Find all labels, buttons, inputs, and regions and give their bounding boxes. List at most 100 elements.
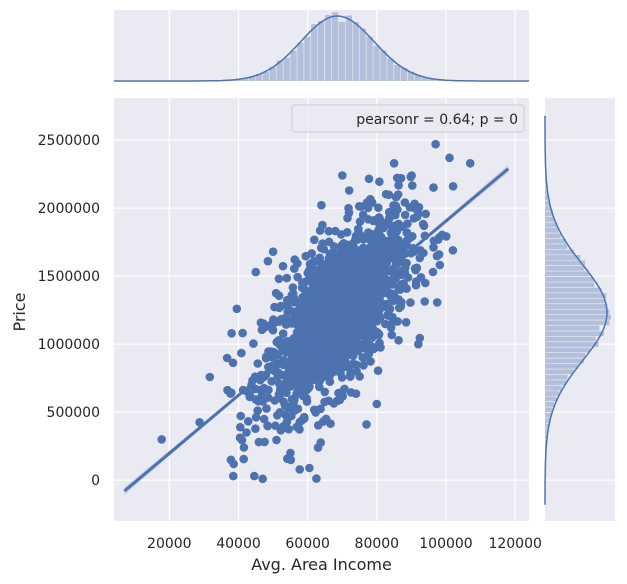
right-histogram-bar xyxy=(545,266,585,271)
scatter-point xyxy=(268,319,277,329)
scatter-points xyxy=(157,139,475,484)
scatter-point xyxy=(205,372,215,382)
right-histogram-bar xyxy=(545,402,555,407)
scatter-point xyxy=(329,242,339,251)
scatter-point xyxy=(313,309,322,318)
scatter-point xyxy=(346,268,356,277)
scatter-point xyxy=(236,411,245,421)
right-histogram-bar xyxy=(545,276,594,282)
scatter-point xyxy=(394,336,403,345)
scatter-point xyxy=(259,414,269,424)
y-tick-label: 1500000 xyxy=(38,269,100,285)
scatter-point xyxy=(340,263,349,272)
x-tick-label: 100000 xyxy=(419,536,472,552)
scatter-point xyxy=(319,356,329,365)
scatter-point xyxy=(401,318,411,327)
right-histogram-bar xyxy=(545,423,549,429)
scatter-point xyxy=(356,256,366,266)
scatter-point xyxy=(316,362,325,371)
right-histogram-bar xyxy=(545,314,611,320)
right-histogram-bar xyxy=(545,347,591,353)
scatter-point xyxy=(429,243,438,252)
scatter-point xyxy=(369,287,378,296)
scatter-point xyxy=(273,411,282,420)
scatter-point xyxy=(251,424,260,434)
right-marginal-histogram xyxy=(545,162,611,462)
right-histogram-bar xyxy=(545,304,608,309)
scatter-point xyxy=(327,321,336,330)
scatter-point xyxy=(318,239,327,248)
scatter-point xyxy=(344,186,354,195)
scatter-point xyxy=(250,471,259,481)
right-histogram-bar xyxy=(545,434,548,440)
scatter-point xyxy=(338,253,348,262)
scatter-point xyxy=(374,203,383,212)
scatter-point xyxy=(291,359,301,368)
right-histogram-bar xyxy=(545,184,548,190)
top-histogram-bar xyxy=(318,21,325,82)
right-histogram-bar xyxy=(545,293,607,298)
scatter-point xyxy=(249,339,258,348)
scatter-point xyxy=(326,419,335,429)
scatter-point xyxy=(362,420,371,429)
top-histogram-bar xyxy=(345,15,352,81)
scatter-point xyxy=(315,382,324,392)
scatter-point xyxy=(325,371,335,380)
scatter-point xyxy=(253,359,263,368)
scatter-point xyxy=(274,291,284,301)
right-histogram-bar xyxy=(545,374,568,380)
top-histogram-bar xyxy=(325,15,332,82)
right-histogram-bar xyxy=(545,380,567,385)
scatter-point xyxy=(283,336,292,346)
scatter-point xyxy=(445,153,454,163)
scatter-point xyxy=(368,324,378,333)
scatter-point xyxy=(383,278,393,287)
scatter-point xyxy=(266,347,276,356)
scatter-point xyxy=(310,256,320,266)
scatter-point xyxy=(389,159,399,168)
scatter-point xyxy=(354,228,363,237)
scatter-point xyxy=(381,189,391,199)
right-histogram-bar xyxy=(545,244,568,249)
top-histogram-bar xyxy=(401,68,408,81)
scatter-point xyxy=(305,463,314,473)
scatter-point xyxy=(310,357,319,366)
scatter-point xyxy=(358,245,367,255)
scatter-point xyxy=(282,301,292,310)
top-histogram-bar xyxy=(394,65,401,81)
scatter-point xyxy=(311,287,320,297)
scatter-point xyxy=(275,340,285,350)
scatter-point xyxy=(273,350,283,360)
scatter-point xyxy=(403,219,412,228)
scatter-point xyxy=(338,171,347,180)
scatter-point xyxy=(268,247,278,256)
scatter-point xyxy=(239,454,248,464)
scatter-point xyxy=(392,223,402,233)
scatter-point xyxy=(370,265,379,275)
scatter-point xyxy=(313,421,323,430)
right-histogram-bar xyxy=(545,353,586,358)
top-histogram-bar xyxy=(338,21,346,81)
scatter-point xyxy=(298,353,308,363)
scatter-point xyxy=(332,396,342,406)
scatter-point xyxy=(291,376,301,385)
scatter-point xyxy=(412,263,422,273)
scatter-point xyxy=(396,266,406,276)
scatter-point xyxy=(360,341,369,350)
scatter-point xyxy=(414,339,423,349)
scatter-point xyxy=(385,214,394,223)
scatter-point xyxy=(279,421,288,431)
scatter-point xyxy=(435,260,445,270)
scatter-point xyxy=(394,235,403,245)
scatter-point xyxy=(337,240,347,250)
scatter-point xyxy=(270,396,280,405)
right-histogram-bar xyxy=(545,206,551,211)
scatter-point xyxy=(363,203,373,213)
scatter-point xyxy=(356,202,366,211)
right-marginal-plot xyxy=(544,98,615,521)
scatter-point xyxy=(385,245,395,255)
x-tick-label: 40000 xyxy=(216,536,261,552)
x-tick-label: 20000 xyxy=(147,536,192,552)
right-histogram-bar xyxy=(545,429,548,434)
scatter-point xyxy=(376,238,386,248)
